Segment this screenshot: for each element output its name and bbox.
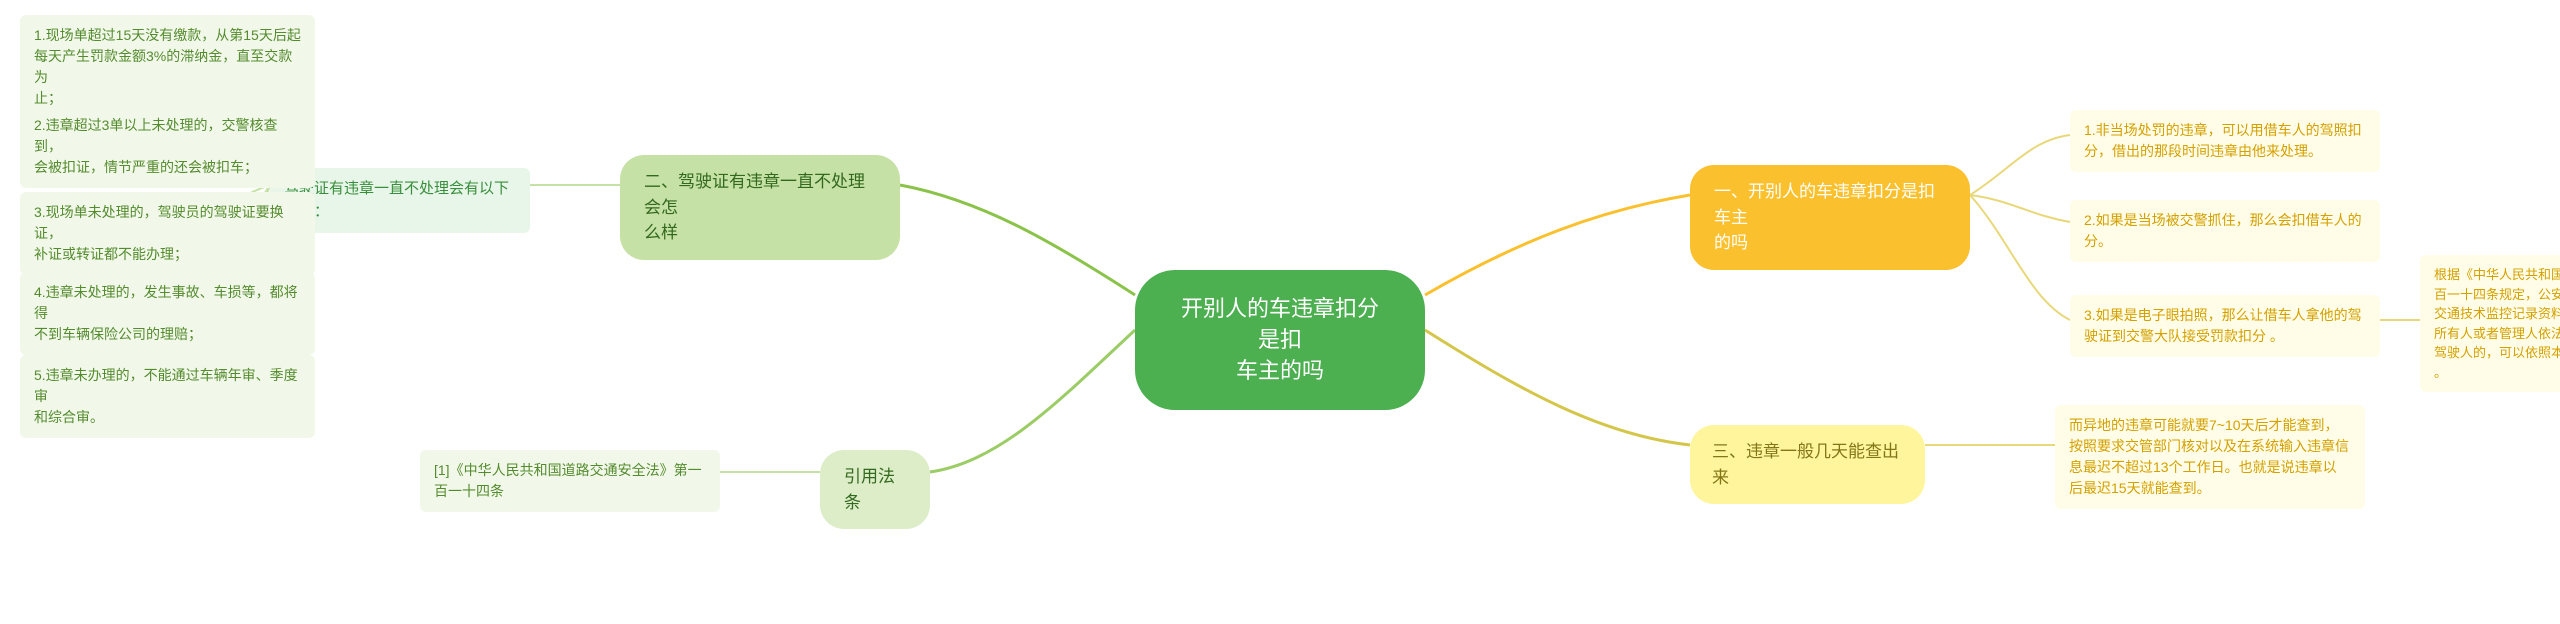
branch-1-leaf-3[interactable]: 3.如果是电子眼拍照，那么让借车人拿他的驾 驶证到交警大队接受罚款扣分 。 [2070,295,2380,357]
branch-2[interactable]: 二、驾驶证有违章一直不处理会怎 么样 [620,155,900,260]
branch-1-leaf-2-text: 2.如果是当场被交警抓住，那么会扣借车人的 分。 [2084,210,2362,252]
branch-3-leaf-text: 而异地的违章可能就要7~10天后才能查到， 按照要求交管部门核对以及在系统输入违… [2069,415,2349,499]
branch-2-leaf-5[interactable]: 5.违章未办理的，不能通过车辆年审、季度审 和综合审。 [20,355,315,438]
branch-4-leaf[interactable]: [1]《中华人民共和国道路交通安全法》第一 百一十四条 [420,450,720,512]
branch-2-leaf-4[interactable]: 4.违章未处理的，发生事故、车损等，都将得 不到车辆保险公司的理赔； [20,272,315,355]
branch-2-sub-text: 驾驶证有违章一直不处理会有以下后果： [284,178,516,223]
branch-1-leaf-1[interactable]: 1.非当场处罚的违章，可以用借车人的驾照扣 分，借出的那段时间违章由他来处理。 [2070,110,2380,172]
branch-3[interactable]: 三、违章一般几天能查出来 [1690,425,1925,504]
branch-1-leaf-3-text: 3.如果是电子眼拍照，那么让借车人拿他的驾 驶证到交警大队接受罚款扣分 。 [2084,305,2362,347]
branch-2-leaf-3[interactable]: 3.现场单未处理的，驾驶员的驾驶证要换证， 补证或转证都不能办理； [20,192,315,275]
branch-2-leaf-2-text: 2.违章超过3单以上未处理的，交警核查到， 会被扣证，情节严重的还会被扣车； [34,115,301,178]
branch-4[interactable]: 引用法条 [820,450,930,529]
branch-2-leaf-3-text: 3.现场单未处理的，驾驶员的驾驶证要换证， 补证或转证都不能办理； [34,202,301,265]
branch-2-leaf-1-text: 1.现场单超过15天没有缴款，从第15天后起 每天产生罚款金额3%的滞纳金，直至… [34,25,301,109]
branch-4-leaf-text: [1]《中华人民共和国道路交通安全法》第一 百一十四条 [434,460,702,502]
branch-1-leaf-1-text: 1.非当场处罚的违章，可以用借车人的驾照扣 分，借出的那段时间违章由他来处理。 [2084,120,2362,162]
branch-2-leaf-2[interactable]: 2.违章超过3单以上未处理的，交警核查到， 会被扣证，情节严重的还会被扣车； [20,105,315,188]
branch-2-leaf-4-text: 4.违章未处理的，发生事故、车损等，都将得 不到车辆保险公司的理赔； [34,282,301,345]
branch-1-leaf-3-extra-text: 根据《中华人民共和国道路交通安全法》第一 百一十四条规定，公安机关交通管理部门根… [2434,265,2560,382]
branch-4-label: 引用法条 [844,464,906,515]
branch-3-leaf[interactable]: 而异地的违章可能就要7~10天后才能查到， 按照要求交管部门核对以及在系统输入违… [2055,405,2365,509]
center-topic[interactable]: 开别人的车违章扣分是扣 车主的吗 [1135,270,1425,410]
branch-3-label: 三、违章一般几天能查出来 [1712,439,1903,490]
branch-2-label: 二、驾驶证有违章一直不处理会怎 么样 [644,169,876,246]
center-text: 开别人的车违章扣分是扣 车主的吗 [1179,294,1381,386]
branch-1[interactable]: 一、开别人的车违章扣分是扣车主 的吗 [1690,165,1970,270]
branch-1-leaf-3-extra[interactable]: 根据《中华人民共和国道路交通安全法》第一 百一十四条规定，公安机关交通管理部门根… [2420,255,2560,392]
branch-1-label: 一、开别人的车违章扣分是扣车主 的吗 [1714,179,1946,256]
branch-1-leaf-2[interactable]: 2.如果是当场被交警抓住，那么会扣借车人的 分。 [2070,200,2380,262]
branch-2-leaf-1[interactable]: 1.现场单超过15天没有缴款，从第15天后起 每天产生罚款金额3%的滞纳金，直至… [20,15,315,119]
branch-2-leaf-5-text: 5.违章未办理的，不能通过车辆年审、季度审 和综合审。 [34,365,301,428]
